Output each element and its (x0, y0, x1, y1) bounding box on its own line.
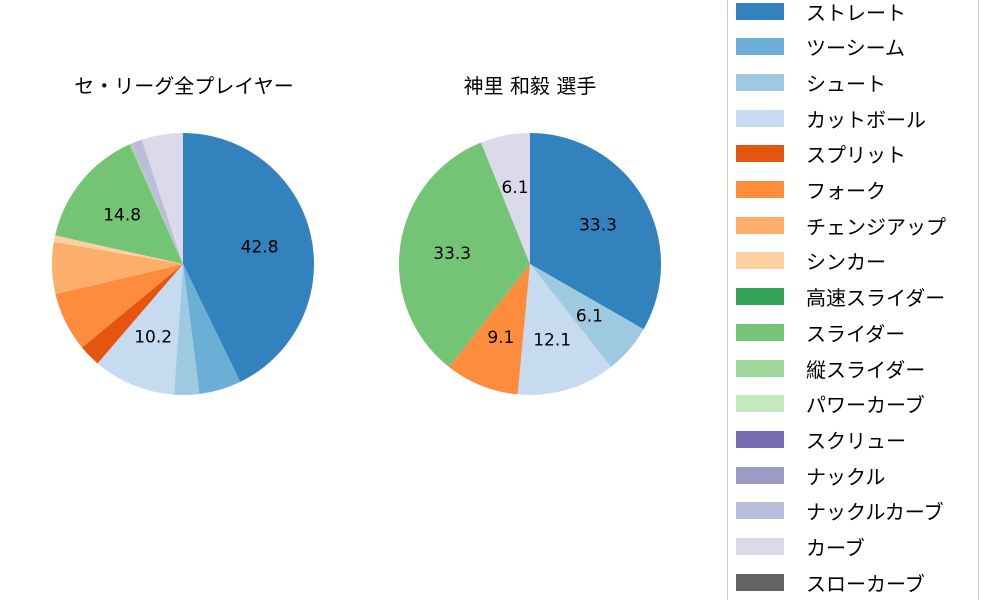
legend-label: スライダー (806, 321, 906, 346)
slice-label: 33.3 (433, 244, 471, 264)
legend-label: チェンジアップ (806, 214, 946, 239)
legend-swatch (736, 181, 784, 198)
legend-label: ストレート (806, 0, 906, 25)
pie-slice (53, 235, 184, 264)
legend-item: ナックルカーブ (736, 499, 944, 525)
slice-label: 9.1 (487, 328, 514, 348)
pie-slice (183, 264, 241, 394)
pie-slice (530, 133, 661, 330)
legend-swatch (736, 430, 784, 448)
legend-swatch (736, 38, 784, 56)
pie-slice (399, 142, 530, 368)
legend-item: ストレート (736, 0, 906, 25)
pie-slice (530, 264, 644, 368)
legend-swatch (736, 145, 784, 163)
pie-slice (183, 133, 314, 382)
legend-item: スプリット (736, 142, 906, 168)
legend-item: 高速スライダー (736, 285, 946, 311)
legend-swatch (736, 466, 784, 484)
legend-label: スローカーブ (806, 571, 925, 596)
legend-item: チェンジアップ (736, 213, 946, 239)
pie-slice (97, 264, 183, 395)
legend-label: シュート (806, 71, 886, 96)
legend-label: ツーシーム (806, 36, 905, 61)
slice-label: 6.1 (576, 306, 603, 326)
legend-swatch (736, 2, 784, 20)
legend-swatch (736, 252, 784, 270)
pie-slice (173, 264, 200, 395)
legend-label: スプリット (806, 143, 906, 168)
slice-label: 14.8 (103, 205, 141, 225)
legend-swatch (736, 288, 784, 306)
pie-slice (129, 143, 183, 264)
legend-swatch (736, 73, 784, 91)
legend-item: スライダー (736, 320, 906, 346)
legend-swatch (736, 216, 784, 234)
pie-slice (55, 144, 183, 264)
slice-label: 10.2 (134, 328, 172, 348)
legend-swatch (736, 573, 784, 591)
legend-label: ナックルカーブ (806, 500, 944, 525)
pie-slice (449, 264, 530, 395)
legend-swatch (736, 323, 784, 341)
pie-chart-player: 33.36.112.19.133.36.1 (399, 133, 661, 395)
pie-slice (55, 264, 183, 348)
legend-item: スクリュー (736, 427, 906, 453)
legend-item: カットボール (736, 106, 926, 132)
legend-swatch (736, 538, 784, 555)
slice-label: 12.1 (533, 330, 571, 350)
legend-label: カーブ (806, 536, 865, 560)
chart-title-league: セ・リーグ全プレイヤー (74, 74, 294, 98)
legend-label: 高速スライダー (806, 286, 946, 311)
pie-chart-league: 42.8 10.2 14.8 (52, 133, 314, 395)
pie-slice (82, 264, 183, 364)
legend-swatch (736, 502, 784, 520)
legend-item: パワーカーブ (736, 392, 925, 418)
legend-item: フォーク (736, 178, 886, 203)
legend-label: シンカー (806, 250, 886, 275)
pie-slice (141, 133, 183, 264)
legend: ストレートツーシームシュートカットボール スプリットフォークチェンジアップ シンカー… (727, 0, 979, 600)
legend-item: スローカーブ (736, 570, 925, 596)
pie-slice (517, 264, 611, 395)
legend-item: シュート (736, 70, 886, 96)
slice-label: 42.8 (241, 237, 279, 257)
legend-item: 縦スライダー (736, 356, 926, 382)
legend-label: カットボール (806, 107, 926, 132)
legend-label: パワーカーブ (806, 393, 925, 418)
legend-item: ナックル (736, 463, 886, 489)
pie-slice (481, 133, 530, 264)
legend-label: 縦スライダー (806, 357, 926, 382)
legend-swatch (736, 359, 784, 377)
legend-label: フォーク (806, 179, 886, 203)
legend-swatch (736, 109, 784, 127)
legend-label: ナックル (806, 464, 886, 489)
legend-swatch (736, 395, 784, 413)
legend-item: ツーシーム (736, 35, 905, 61)
chart-title-player: 神里 和毅 選手 (463, 74, 597, 98)
pie-slice (131, 139, 183, 264)
pie-slice (52, 241, 183, 295)
legend-item: シンカー (736, 249, 886, 275)
slice-label: 33.3 (579, 216, 617, 236)
slice-label: 6.1 (502, 178, 529, 198)
legend-label: スクリュー (806, 428, 906, 453)
legend-item: カーブ (736, 535, 865, 560)
